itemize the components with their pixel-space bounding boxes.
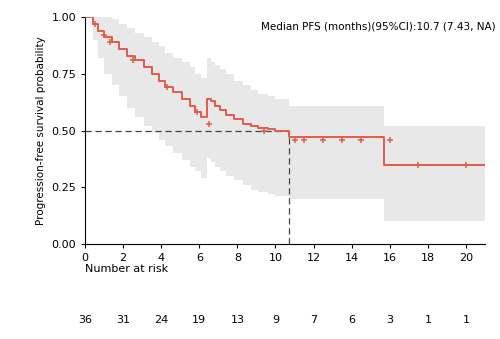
Text: 7: 7 [310, 315, 317, 325]
Text: 36: 36 [78, 315, 92, 325]
Text: 24: 24 [154, 315, 168, 325]
Text: 1: 1 [462, 315, 469, 325]
Text: 31: 31 [116, 315, 130, 325]
Text: 19: 19 [192, 315, 206, 325]
Text: 6: 6 [348, 315, 355, 325]
Text: Median PFS (months)(95%CI):10.7 (7.43, NA): Median PFS (months)(95%CI):10.7 (7.43, N… [261, 21, 496, 32]
Text: 13: 13 [230, 315, 244, 325]
Text: 3: 3 [386, 315, 394, 325]
Y-axis label: Progression-free survival probability: Progression-free survival probability [36, 36, 46, 225]
Text: 1: 1 [424, 315, 432, 325]
Text: Number at risk: Number at risk [85, 264, 168, 274]
Text: 9: 9 [272, 315, 279, 325]
